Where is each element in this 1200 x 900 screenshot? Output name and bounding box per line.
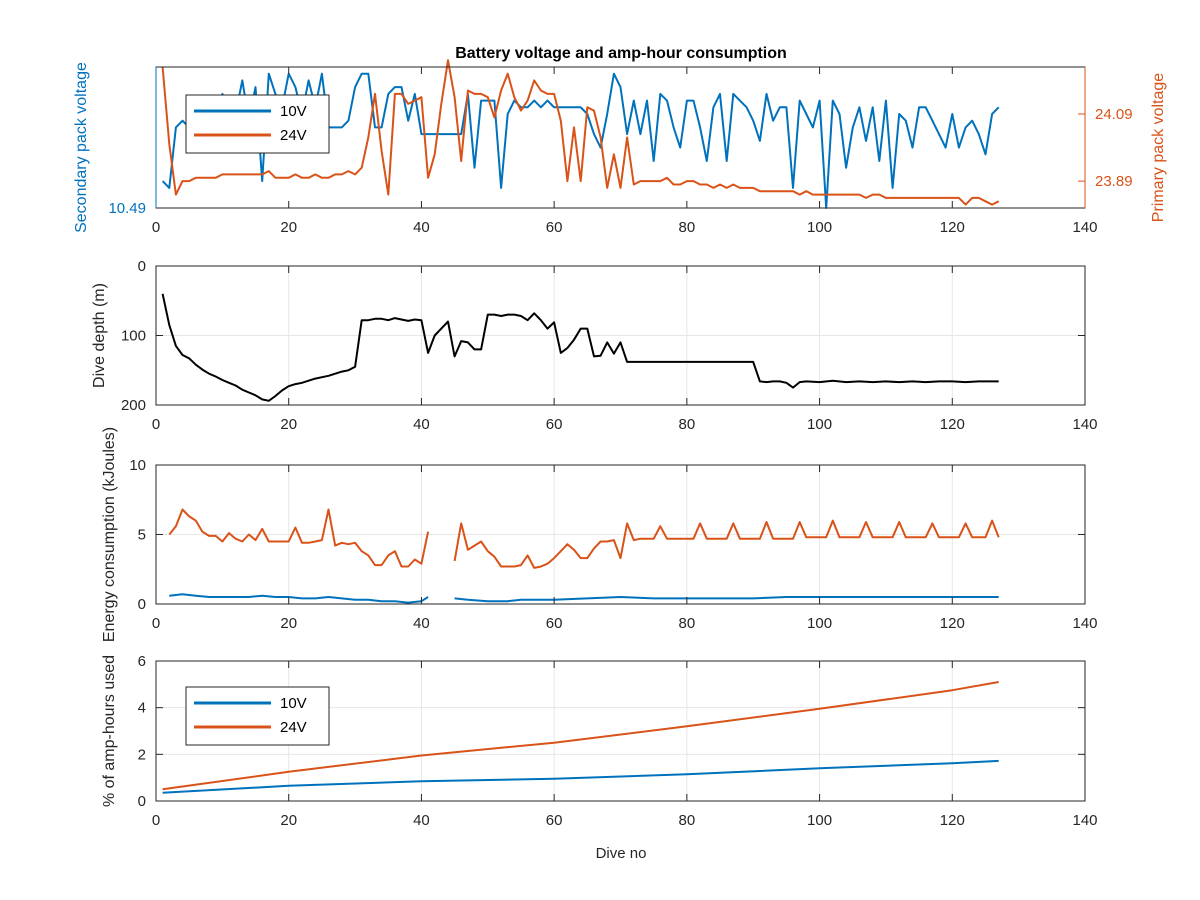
y-tick-label: 0 xyxy=(138,596,146,613)
y-axis-label: Dive depth (m) xyxy=(91,283,108,388)
series-line-orange-seg1 xyxy=(168,508,430,568)
x-tick-label: 0 xyxy=(152,812,160,829)
series-line-black xyxy=(161,293,999,402)
x-tick-label: 140 xyxy=(1072,416,1097,433)
x-tick-label: 20 xyxy=(280,812,297,829)
series-line-orange-seg2 xyxy=(453,519,1000,569)
y-tick-label: 4 xyxy=(138,700,146,717)
x-tick-label: 120 xyxy=(940,615,965,632)
y-tick-label: 100 xyxy=(121,328,146,345)
x-tick-label: 40 xyxy=(413,219,430,236)
legend-label-10v: 10V xyxy=(280,103,307,120)
series-line-24v xyxy=(162,681,999,791)
y-tick-label: 0 xyxy=(138,258,146,275)
x-tick-label: 20 xyxy=(280,416,297,433)
y-tick-label-right: 24.09 xyxy=(1095,106,1133,123)
x-tick-label: 60 xyxy=(546,219,563,236)
panel-amphours: 0 20 40 60 80 100 120 140 0 2 4 6 % of amp-hours use… xyxy=(101,653,1098,829)
x-tick-label: 100 xyxy=(807,416,832,433)
x-tick-label: 80 xyxy=(679,615,696,632)
series-line-blue-seg2 xyxy=(454,596,999,603)
x-tick-label: 40 xyxy=(413,615,430,632)
y-tick-label: 10.49 xyxy=(108,200,146,217)
x-tick-label: 100 xyxy=(807,812,832,829)
x-tick-label: 20 xyxy=(280,219,297,236)
x-tick-label: 80 xyxy=(679,219,696,236)
x-tick-label: 80 xyxy=(679,812,696,829)
x-tick-label: 60 xyxy=(546,812,563,829)
x-tick-label: 100 xyxy=(807,615,832,632)
x-tick-label: 0 xyxy=(152,416,160,433)
x-tick-label: 120 xyxy=(940,416,965,433)
y-tick-label: 200 xyxy=(121,397,146,414)
y-tick-label: 2 xyxy=(138,746,146,763)
y-axis-label: % of amp-hours used xyxy=(101,655,118,807)
legend-label-10v: 10V xyxy=(280,695,307,712)
x-axis-label: Dive no xyxy=(596,845,647,862)
series-line-10v xyxy=(162,759,999,794)
legend-label-24v: 24V xyxy=(280,127,307,144)
series-line-blue-seg1 xyxy=(169,593,429,604)
x-tick-label: 40 xyxy=(413,416,430,433)
x-tick-label: 120 xyxy=(940,219,965,236)
y-tick-label-right: 23.89 xyxy=(1095,173,1133,190)
x-tick-label: 100 xyxy=(807,219,832,236)
x-tick-label: 80 xyxy=(679,416,696,433)
x-tick-label: 20 xyxy=(280,615,297,632)
x-tick-label: 140 xyxy=(1072,615,1097,632)
x-tick-label: 140 xyxy=(1072,219,1097,236)
panel-energy: 0 20 40 60 80 100 120 140 0 5 10 Energy consumption… xyxy=(101,427,1098,642)
x-tick-label: 60 xyxy=(546,615,563,632)
figure-title: Battery voltage and amp-hour consumption xyxy=(455,45,787,62)
y-axis-label-right: Primary pack voltage xyxy=(1150,73,1167,222)
panel-depth: 0 20 40 60 80 100 120 140 0 100 200 Dive depth (m) xyxy=(91,258,1098,433)
legend-label-24v: 24V xyxy=(280,719,307,736)
y-axis-label: Secondary pack voltage xyxy=(73,62,90,233)
panel-voltage: 0 20 40 60 80 100 120 140 10.49 23.89 24.09 Primary… xyxy=(73,59,1167,236)
y-tick-label: 10 xyxy=(129,457,146,474)
x-tick-label: 140 xyxy=(1072,812,1097,829)
series-line-24v xyxy=(161,59,1000,206)
y-tick-label: 6 xyxy=(138,653,146,670)
axes-box xyxy=(155,660,1086,802)
x-tick-label: 40 xyxy=(413,812,430,829)
x-tick-label: 0 xyxy=(152,219,160,236)
x-tick-label: 120 xyxy=(940,812,965,829)
legend-box xyxy=(185,686,330,746)
y-tick-label: 0 xyxy=(138,793,146,810)
legend-box xyxy=(185,94,330,154)
x-tick-label: 0 xyxy=(152,615,160,632)
y-tick-label: 5 xyxy=(138,527,146,544)
y-axis-label: Energy consumption (kJoules) xyxy=(101,427,118,642)
x-tick-label: 60 xyxy=(546,416,563,433)
